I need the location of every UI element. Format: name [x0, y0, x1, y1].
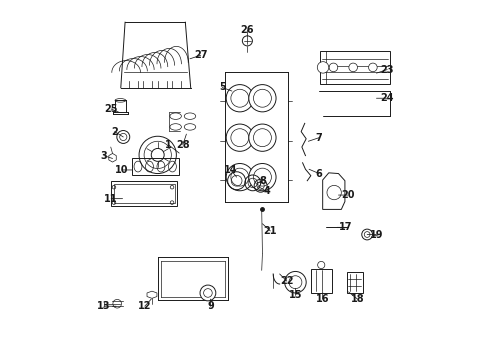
Text: 5: 5 — [219, 82, 225, 93]
Text: 7: 7 — [315, 133, 322, 143]
Text: 3: 3 — [101, 150, 107, 161]
Circle shape — [200, 285, 215, 301]
Text: 23: 23 — [380, 64, 393, 75]
Text: 13: 13 — [97, 301, 110, 311]
Bar — [319, 51, 389, 84]
Text: 6: 6 — [315, 168, 322, 179]
Text: 9: 9 — [206, 301, 213, 311]
Text: 15: 15 — [288, 291, 302, 301]
Circle shape — [328, 63, 337, 72]
Text: 11: 11 — [104, 194, 118, 204]
Bar — [310, 269, 331, 293]
Circle shape — [317, 62, 328, 73]
Bar — [346, 272, 362, 293]
Text: 16: 16 — [315, 294, 329, 304]
Text: 27: 27 — [194, 50, 207, 60]
Text: 21: 21 — [263, 226, 277, 236]
Circle shape — [248, 124, 276, 151]
Text: 4: 4 — [263, 186, 269, 197]
Text: 10: 10 — [115, 165, 128, 175]
Text: 1: 1 — [165, 140, 171, 150]
Text: 19: 19 — [369, 230, 383, 239]
Circle shape — [348, 63, 357, 72]
Text: 24: 24 — [380, 93, 393, 103]
Text: 14: 14 — [224, 165, 237, 175]
Text: 20: 20 — [340, 190, 354, 200]
Circle shape — [226, 85, 253, 112]
Circle shape — [368, 63, 376, 72]
Text: 25: 25 — [104, 104, 118, 114]
Text: 18: 18 — [350, 294, 364, 304]
Bar — [113, 184, 175, 203]
Circle shape — [226, 163, 253, 191]
Text: 26: 26 — [240, 25, 254, 35]
Circle shape — [226, 124, 253, 151]
Text: 12: 12 — [138, 301, 151, 311]
Text: 28: 28 — [176, 140, 189, 150]
Text: 8: 8 — [259, 176, 266, 186]
Bar — [111, 181, 177, 206]
Text: 17: 17 — [338, 222, 352, 232]
Text: 2: 2 — [111, 127, 118, 136]
Bar — [131, 158, 179, 175]
Text: 22: 22 — [280, 276, 293, 286]
Circle shape — [248, 85, 276, 112]
Circle shape — [248, 163, 276, 191]
